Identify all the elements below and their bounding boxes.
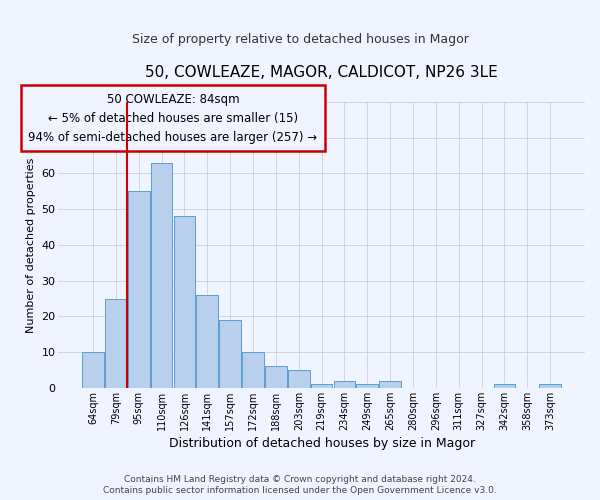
Bar [379, 381, 401, 388]
Bar [105, 298, 127, 388]
Y-axis label: Number of detached properties: Number of detached properties [26, 158, 36, 332]
Bar [334, 381, 355, 388]
Bar [265, 366, 287, 388]
Text: Contains public sector information licensed under the Open Government Licence v3: Contains public sector information licen… [103, 486, 497, 495]
Bar [82, 352, 104, 388]
Bar [356, 384, 378, 388]
Title: 50, COWLEAZE, MAGOR, CALDICOT, NP26 3LE: 50, COWLEAZE, MAGOR, CALDICOT, NP26 3LE [145, 65, 498, 80]
Bar [151, 163, 172, 388]
Bar [494, 384, 515, 388]
Bar [242, 352, 264, 388]
Bar [196, 295, 218, 388]
Text: 50 COWLEAZE: 84sqm
← 5% of detached houses are smaller (15)
94% of semi-detached: 50 COWLEAZE: 84sqm ← 5% of detached hous… [28, 92, 317, 144]
Bar [220, 320, 241, 388]
Text: Size of property relative to detached houses in Magor: Size of property relative to detached ho… [131, 32, 469, 46]
Bar [539, 384, 561, 388]
X-axis label: Distribution of detached houses by size in Magor: Distribution of detached houses by size … [169, 437, 475, 450]
Bar [311, 384, 332, 388]
Bar [173, 216, 196, 388]
Bar [128, 192, 149, 388]
Bar [288, 370, 310, 388]
Text: Contains HM Land Registry data © Crown copyright and database right 2024.: Contains HM Land Registry data © Crown c… [124, 475, 476, 484]
